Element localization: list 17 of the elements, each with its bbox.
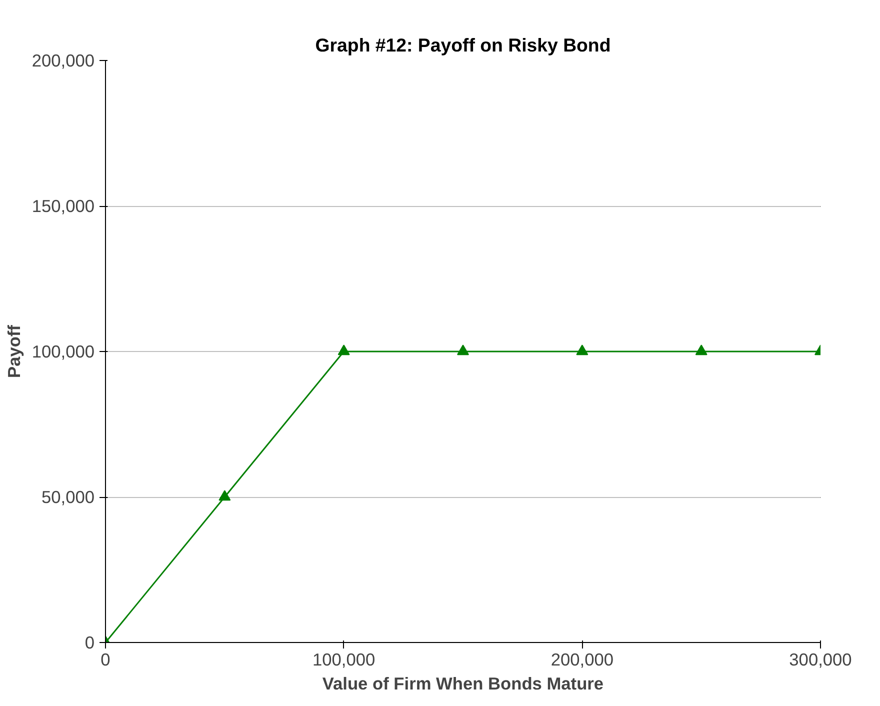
y-tick-label: 100,000 bbox=[32, 342, 95, 362]
point bbox=[576, 344, 588, 356]
y-tick-label: 0 bbox=[84, 632, 95, 652]
y-tick-label: 50,000 bbox=[42, 487, 94, 507]
x-axis-title: Value of Firm When Bonds Mature bbox=[322, 674, 604, 694]
x-tick-label: 100,000 bbox=[312, 650, 376, 670]
y-axis-title: Payoff bbox=[4, 324, 24, 378]
chart-title: Graph #12: Payoff on Risky Bond bbox=[315, 34, 611, 56]
y-tick-label: 200,000 bbox=[32, 50, 95, 70]
point bbox=[338, 344, 350, 356]
x-tick-label: 0 bbox=[100, 650, 110, 670]
y-tick-label: 150,000 bbox=[32, 196, 95, 216]
point bbox=[218, 490, 231, 501]
point bbox=[457, 344, 469, 356]
x-tick-label: 300,000 bbox=[789, 650, 852, 670]
x-tick-label: 200,000 bbox=[550, 650, 614, 670]
point bbox=[695, 344, 708, 356]
